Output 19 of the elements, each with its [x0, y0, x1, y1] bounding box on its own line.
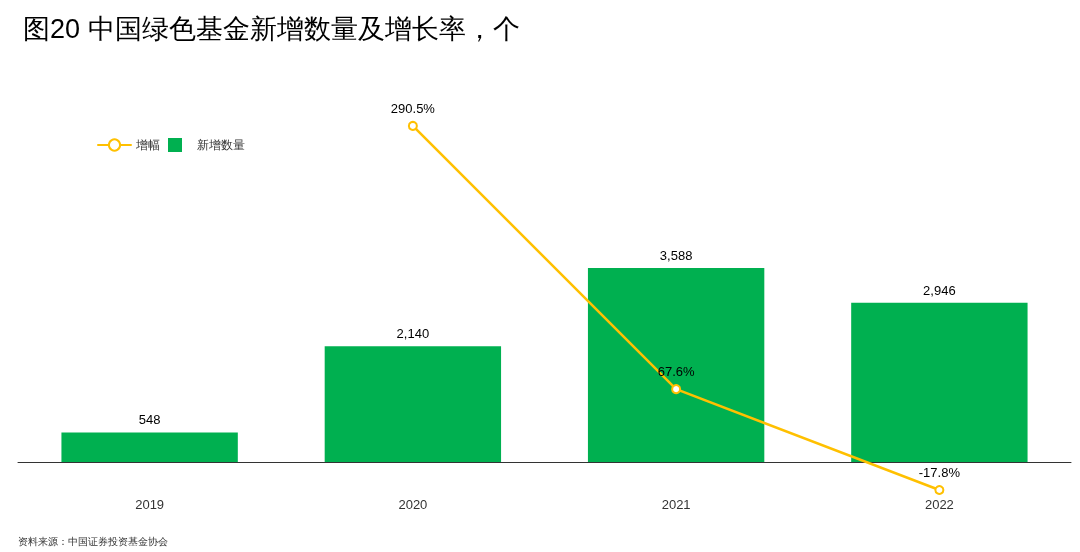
bar: [587, 268, 765, 463]
data-label: 67.6%: [657, 364, 695, 380]
chart-title: 图20 中国绿色基金新增数量及增长率，个: [23, 13, 520, 44]
data-label: 290.5%: [390, 100, 436, 116]
x-tick-label: 2019: [135, 497, 165, 512]
x-tick-label: 2020: [398, 497, 428, 512]
data-label: 548: [138, 412, 161, 428]
bar: [851, 302, 1028, 463]
bar: [324, 346, 502, 463]
data-label: 2,140: [396, 326, 430, 342]
bar: [61, 432, 238, 463]
text: 资料来源：中国证券投资基金协会: [18, 535, 168, 547]
data-label: 3,588: [659, 248, 693, 264]
x-tick-label: 2022: [924, 497, 954, 512]
data-label: 2,946: [923, 282, 956, 298]
legend-label: 增幅: [135, 138, 160, 152]
legend-label: 新增数量: [196, 138, 245, 152]
x-tick-label: 2021: [661, 497, 691, 512]
data-label: -17.8%: [918, 464, 961, 480]
